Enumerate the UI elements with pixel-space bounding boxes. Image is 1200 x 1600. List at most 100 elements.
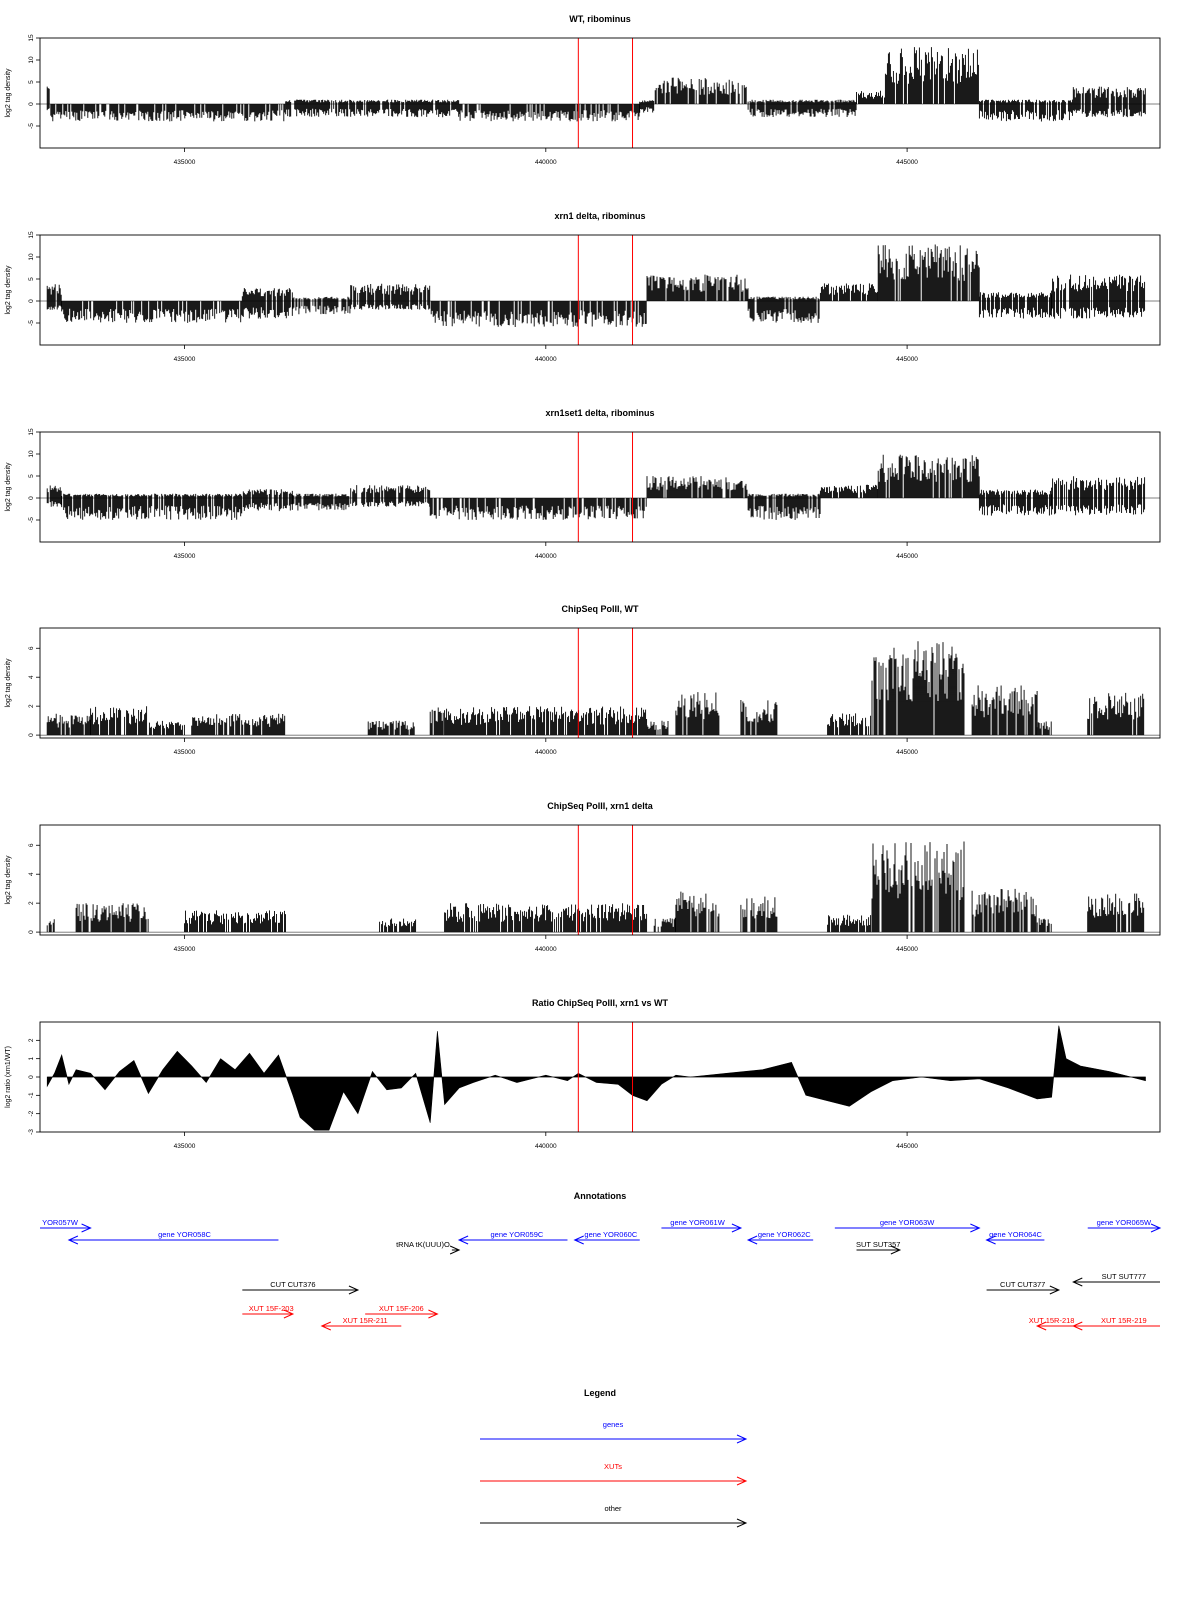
arrowhead-right-icon <box>890 1245 902 1255</box>
data-bar-segment <box>50 104 286 122</box>
annotation-XUTs-arrow: XUT 15R-219 <box>1072 1316 1160 1331</box>
data-bar-segment <box>978 489 1052 516</box>
x-tick-label: 445000 <box>896 749 918 756</box>
annotation-other-arrow: CUT CUT377 <box>986 1280 1061 1295</box>
data-bar-segment <box>350 283 431 310</box>
data-bar-segment <box>61 301 243 323</box>
data-bar-segment <box>46 919 55 933</box>
x-tick-label: 435000 <box>174 749 196 756</box>
arrowhead-left-icon <box>746 1235 758 1245</box>
arrowhead-right-icon <box>428 1309 439 1319</box>
y-tick-label: -2 <box>28 1110 35 1116</box>
data-bar-segment <box>429 498 647 520</box>
annotation-label: CUT CUT376 <box>270 1280 315 1289</box>
x-tick-label: 445000 <box>896 946 918 953</box>
data-bar-segment <box>46 284 62 310</box>
annotation-genes-arrow: gene YOR060C <box>573 1230 640 1245</box>
annotation-XUTs-arrow: XUT 15R-211 <box>320 1316 402 1331</box>
y-tick-label: 2 <box>28 704 35 708</box>
plot-frame <box>39 234 1161 346</box>
data-bar-segment <box>978 292 1052 319</box>
data-bar-segment <box>1051 476 1146 516</box>
y-tick-label: 0 <box>28 733 35 737</box>
arrowhead-left-icon <box>457 1235 469 1245</box>
y-tick-label: 0 <box>28 102 35 106</box>
x-tick-label: 440000 <box>535 553 557 560</box>
x-tick-label: 445000 <box>896 356 918 363</box>
data-bar-segment <box>1036 721 1052 736</box>
y-tick-label: 5 <box>28 80 35 84</box>
chart-title: ChipSeq PolII, WT <box>562 604 639 614</box>
data-bar-segment <box>646 476 748 498</box>
annotation-label: tRNA tK(UUU)O <box>396 1240 450 1249</box>
arrowhead-right-icon <box>1150 1223 1162 1233</box>
arrowhead-right-icon <box>348 1285 360 1295</box>
annotation-label: SUT SUT777 <box>1102 1272 1146 1281</box>
annotation-label: XUT 15R-211 <box>343 1316 388 1325</box>
data-bar-segment <box>350 485 431 507</box>
arrowhead-left-icon <box>320 1321 332 1331</box>
annotation-label: XUT 15R-218 <box>1029 1316 1075 1325</box>
annotation-label: gene YOR063W <box>880 1218 935 1227</box>
data-bar-segment <box>747 99 857 117</box>
chart-panel-5: ChipSeq PolII, xrn1 delta log2 tag densit… <box>5 801 1161 953</box>
data-bar-segment <box>675 891 720 933</box>
arrowhead-right-icon <box>731 1223 743 1233</box>
plot-frame <box>39 824 1161 936</box>
data-bar-segment <box>1087 893 1145 933</box>
y-tick-label: 6 <box>28 646 35 650</box>
annotation-label: XUT 15F-203 <box>249 1304 294 1313</box>
y-tick-label: 4 <box>28 872 35 876</box>
y-tick-label: 5 <box>28 474 35 478</box>
y-tick-label: 10 <box>28 56 35 64</box>
arrowhead-right-icon <box>283 1309 295 1319</box>
annotation-label: CUT CUT377 <box>1000 1280 1045 1289</box>
chart-title: xrn1set1 delta, ribominus <box>545 408 654 418</box>
data-bar-segment <box>430 301 647 327</box>
x-tick-label: 440000 <box>535 946 557 953</box>
annotation-genes-arrow: gene YOR061W <box>661 1218 743 1233</box>
annotation-other-arrow: SUT SUT777 <box>1072 1272 1160 1287</box>
arrowhead-right-icon <box>81 1223 92 1233</box>
data-bar-segment <box>978 99 1073 122</box>
chart-panel-6: Ratio ChipSeq PolII, xrn1 vs WT log2 rati… <box>5 998 1161 1150</box>
annotation-label: gene YOR058C <box>158 1230 211 1239</box>
y-tick-label: 10 <box>28 253 35 261</box>
annotation-genes-arrow: gene YOR065W <box>1087 1218 1162 1233</box>
chart-panel-2: xrn1 delta, ribominus log2 tag density -5 0… <box>5 211 1161 363</box>
plot-frame <box>39 1021 1161 1133</box>
chart-panel-3: xrn1set1 delta, ribominus log2 tag densit… <box>5 408 1161 560</box>
legend-entry-other: other <box>480 1504 748 1528</box>
arrowhead-right-icon <box>970 1223 981 1233</box>
y-axis-label: log2 tag density <box>5 658 12 708</box>
data-bar-segment <box>1051 274 1146 319</box>
arrowhead-left-icon <box>573 1235 584 1245</box>
x-tick-label: 435000 <box>174 356 196 363</box>
arrowhead-left-icon <box>985 1235 996 1245</box>
data-bar-segment <box>747 296 820 323</box>
data-bar-segment <box>884 47 979 104</box>
data-bar-segment <box>827 713 872 736</box>
data-bar-segment <box>46 86 50 111</box>
x-tick-label: 445000 <box>896 553 918 560</box>
arrowhead-left-icon <box>1072 1277 1083 1287</box>
legend-entry-xuts: XUTs <box>480 1462 748 1486</box>
annotation-XUTs-arrow: XUT 15F-203 <box>242 1304 295 1319</box>
legend-label: genes <box>603 1420 624 1429</box>
chart-title: WT, ribominus <box>569 14 631 24</box>
x-tick-label: 445000 <box>896 159 918 166</box>
x-tick-label: 440000 <box>535 749 557 756</box>
x-tick-label: 435000 <box>174 1143 196 1150</box>
annotation-other-arrow: tRNA tK(UUU)O <box>396 1240 461 1255</box>
chart-title: xrn1 delta, ribominus <box>554 211 645 221</box>
data-bar-segment <box>819 484 878 498</box>
data-bar-segment <box>46 485 62 507</box>
y-tick-label: -1 <box>28 1092 35 1098</box>
annotation-label: SUT SUT357 <box>856 1240 900 1249</box>
annotation-genes-arrow: gene YOR064C <box>985 1230 1045 1245</box>
x-tick-label: 440000 <box>535 1143 557 1150</box>
arrowhead-left-icon <box>67 1235 79 1245</box>
annotation-label: gene YOR059C <box>490 1230 543 1239</box>
data-bar-segment <box>46 713 91 736</box>
